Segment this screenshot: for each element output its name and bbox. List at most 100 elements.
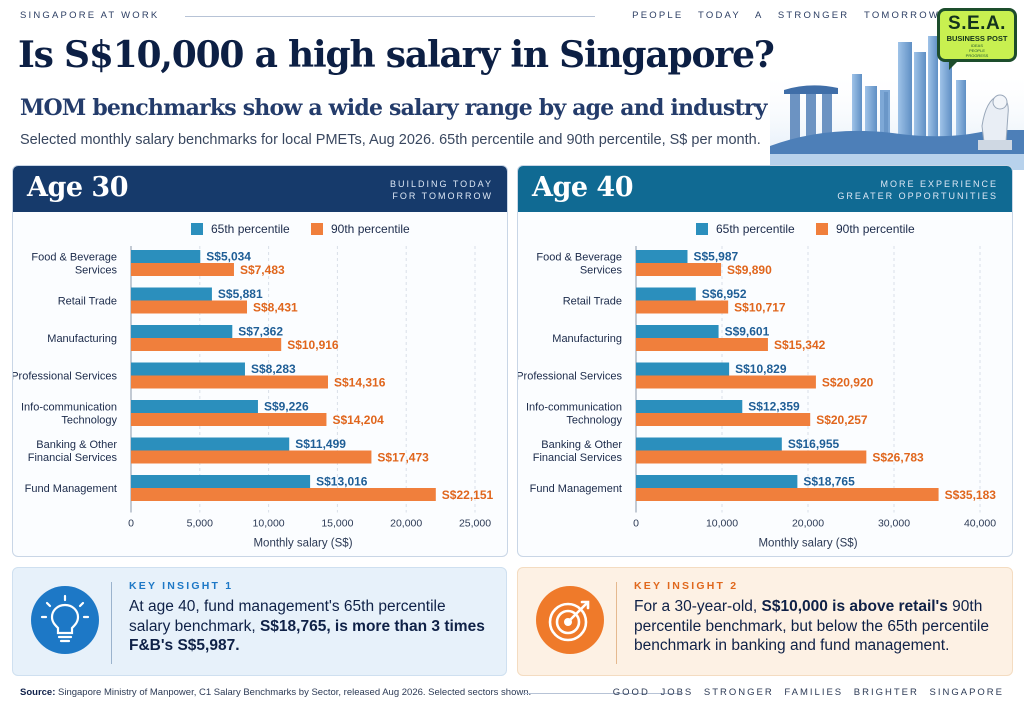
insight-text: For a 30-year-old, S$10,000 is above ret…	[634, 597, 1004, 656]
page-subtitle: MOM benchmarks show a wide salary range …	[20, 95, 767, 121]
bar-90th	[131, 488, 436, 501]
category-label: Info-communication	[526, 402, 622, 414]
x-tick-label: 5,000	[187, 518, 213, 530]
bar-65th	[131, 400, 258, 413]
category-label: Info-communication	[21, 402, 117, 414]
legend-swatch-90th	[816, 223, 828, 235]
data-label-65th: S$18,765	[803, 475, 855, 489]
legend-item-65th: 65th percentile	[191, 222, 290, 236]
x-tick-label: 30,000	[878, 518, 910, 530]
category-label: Financial Services	[28, 452, 118, 464]
insight-text-emphasis: S$18,765, is more than 3 times F&B's S$5…	[129, 617, 485, 655]
key-insight-2: KEY INSIGHT 2 For a 30-year-old, S$10,00…	[517, 567, 1013, 676]
footer-tagline: GOOD JOBS STRONGER FAMILIES BRIGHTER SIN…	[612, 687, 1004, 698]
bar-65th	[131, 250, 201, 263]
panel-title: Age 30	[27, 172, 128, 203]
bar-65th	[636, 250, 688, 263]
logo-bubble: S.E.A. BUSINESS POST IDEAS PEOPLE PROGRE…	[937, 8, 1017, 62]
legend-item-90th: 90th percentile	[816, 222, 915, 236]
bar-65th	[636, 400, 743, 413]
category-label: Food & Beverage	[536, 252, 622, 264]
panel-header: Age 40 MORE EXPERIENCE GREATER OPPORTUNI…	[518, 166, 1012, 212]
data-label-90th: S$26,783	[872, 451, 924, 465]
logo-wordmark: S.E.A.	[948, 13, 1006, 34]
target-icon	[536, 586, 604, 654]
data-label-65th: S$16,955	[788, 437, 840, 451]
x-tick-label: 20,000	[792, 518, 824, 530]
legend-label-90th: 90th percentile	[331, 222, 410, 236]
data-label-65th: S$11,499	[295, 437, 346, 451]
data-label-90th: S$9,890	[727, 263, 772, 277]
data-label-90th: S$8,431	[253, 301, 298, 315]
skyline-illustration	[770, 36, 1024, 170]
logo-motto-2: PEOPLE	[968, 48, 985, 53]
chart-legend: 65th percentile 90th percentile	[518, 222, 1012, 238]
category-label: Manufacturing	[552, 333, 622, 345]
data-label-90th: S$15,342	[774, 338, 826, 352]
x-tick-label: 0	[128, 518, 134, 530]
data-label-65th: S$8,283	[251, 362, 296, 376]
insight-label: KEY INSIGHT 2	[634, 580, 739, 592]
category-label: Financial Services	[533, 452, 623, 464]
x-tick-label: 40,000	[964, 518, 996, 530]
data-label-65th: S$6,952	[702, 287, 747, 301]
data-label-65th: S$10,829	[735, 362, 787, 376]
legend-swatch-65th	[191, 223, 203, 235]
chart-legend: 65th percentile 90th percentile	[13, 222, 507, 238]
x-tick-label: 10,000	[253, 518, 285, 530]
category-label: Fund Management	[530, 483, 622, 495]
top-bar: SINGAPORE AT WORK PEOPLE TODAY A STRONGE…	[20, 10, 940, 24]
bar-90th	[131, 413, 327, 426]
logo-motto-3: PROGRESS	[965, 53, 989, 58]
bar-65th	[131, 437, 290, 451]
lightbulb-icon	[31, 586, 99, 654]
insight-text: At age 40, fund management's 65th percen…	[129, 597, 489, 656]
bar-90th	[131, 300, 248, 314]
bar-90th	[131, 450, 372, 464]
bar-90th	[636, 300, 729, 314]
source-text: Singapore Ministry of Manpower, C1 Salar…	[55, 687, 532, 698]
category-label: Manufacturing	[47, 333, 117, 345]
bar-90th	[131, 263, 234, 276]
data-label-90th: S$14,204	[332, 413, 384, 427]
page-footer: Source: Singapore Ministry of Manpower, …	[20, 685, 1004, 701]
top-divider	[185, 16, 595, 17]
data-label-90th: S$10,916	[287, 338, 339, 352]
bar-65th	[636, 325, 719, 338]
bar-90th	[636, 488, 939, 501]
data-label-65th: S$5,987	[693, 250, 738, 264]
insight-divider	[616, 582, 617, 664]
logo-name: BUSINESS POST	[946, 34, 1008, 43]
category-label: Banking & Other	[541, 439, 622, 451]
category-label: Professional Services	[518, 371, 622, 383]
panel-header: Age 30 BUILDING TODAY FOR TOMORROW	[13, 166, 507, 212]
data-label-90th: S$10,717	[734, 301, 786, 315]
insight-text-part: At age 40, fund management's 65th percen…	[129, 598, 446, 635]
age-40-bar-chart: 0 10,000 20,000 30,000 40,000 Monthly salary …	[518, 246, 996, 550]
bar-65th	[636, 362, 730, 376]
data-label-65th: S$9,601	[725, 325, 770, 339]
panel-kicker: BUILDING TODAY FOR TOMORROW	[390, 178, 493, 202]
category-label: Retail Trade	[58, 296, 117, 308]
category-label: Services	[580, 265, 623, 277]
data-label-90th: S$14,316	[334, 376, 386, 390]
panel-kicker-line-2: GREATER OPPORTUNITIES	[837, 191, 998, 201]
x-tick-label: 20,000	[390, 518, 422, 530]
legend-label-90th: 90th percentile	[836, 222, 915, 236]
category-label: Retail Trade	[563, 296, 622, 308]
bar-65th	[636, 475, 798, 488]
bar-90th	[131, 338, 282, 351]
data-label-90th: S$17,473	[377, 451, 429, 465]
page-title: Is S$10,000 a high salary in Singapore?	[18, 34, 775, 76]
logo-motto-1: IDEAS	[970, 43, 983, 48]
data-label-65th: S$5,881	[218, 287, 263, 301]
bar-90th	[636, 375, 816, 389]
insight-text-emphasis: S$10,000 is above retail's	[761, 598, 948, 615]
x-tick-label: 25,000	[459, 518, 491, 530]
bar-65th	[636, 287, 696, 301]
insight-label: KEY INSIGHT 1	[129, 580, 234, 592]
panel-kicker-line-1: BUILDING TODAY	[389, 179, 493, 189]
bar-90th	[636, 338, 768, 351]
insight-divider	[111, 582, 112, 664]
page-description: Selected monthly salary benchmarks for l…	[20, 132, 761, 148]
